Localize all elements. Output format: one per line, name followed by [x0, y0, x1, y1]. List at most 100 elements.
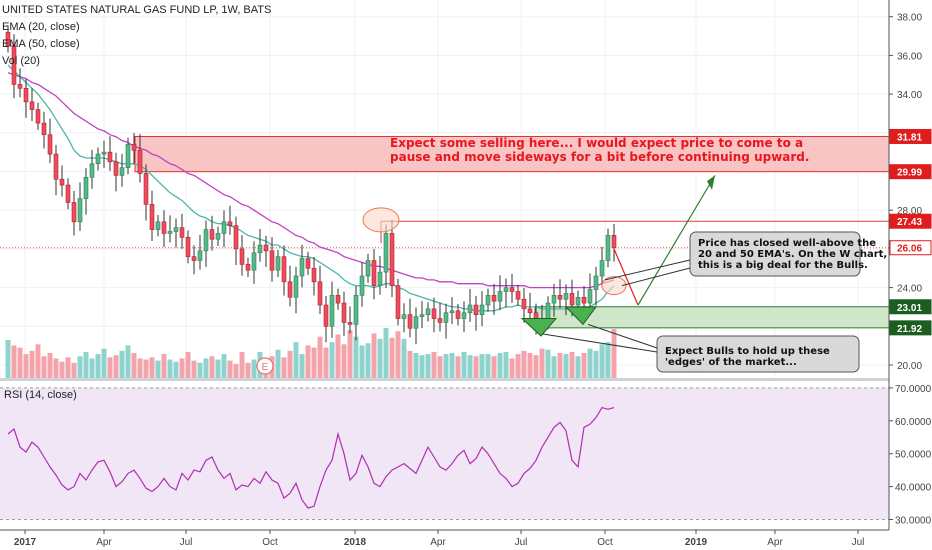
candle-body	[71, 202, 77, 223]
candle-body	[125, 144, 131, 168]
candle-body	[173, 227, 179, 232]
earnings-marker-label: E	[262, 362, 269, 373]
volume-bar	[305, 345, 311, 378]
candle-body	[527, 308, 533, 314]
volume-bar	[311, 347, 317, 378]
support-edge-triangle	[520, 318, 558, 337]
candle-body	[521, 298, 527, 310]
candle-body	[5, 31, 11, 47]
candle-body	[155, 221, 161, 230]
price-tick-label: 36.00	[897, 51, 922, 62]
price-tick-label: 38.00	[897, 13, 922, 24]
annotations: E	[256, 175, 861, 375]
closed-annotation-line2: 20 and 50 EMA's. On the W chart,	[698, 249, 888, 260]
candle-body	[137, 149, 143, 174]
rsi-band	[0, 387, 889, 520]
time-tick-label: Apr	[96, 537, 112, 548]
candle-body	[335, 295, 341, 304]
volume-bar	[215, 359, 221, 378]
volume-bar	[605, 342, 611, 378]
candle-body	[143, 173, 149, 205]
volume-bar	[377, 338, 383, 378]
candle-body	[197, 250, 203, 261]
candle-body	[611, 235, 617, 249]
volume-bar	[383, 328, 389, 378]
time-tick-label: Apr	[767, 537, 783, 548]
volume-bar	[203, 358, 209, 378]
price-label-text: 29.99	[897, 168, 922, 179]
volume-bar	[227, 360, 233, 378]
candle-body	[377, 271, 383, 286]
price-label-text: 21.92	[897, 324, 922, 335]
rsi-line	[7, 406, 615, 509]
time-tick-label: Apr	[430, 537, 446, 548]
candle-body	[227, 221, 233, 226]
candle-body	[359, 275, 365, 296]
time-tick-label: Jul	[852, 537, 865, 548]
volume-bar	[143, 359, 149, 378]
earnings-marker-circle	[256, 357, 274, 375]
volume-bar	[41, 356, 47, 378]
volume-bar	[539, 348, 545, 378]
ema-lines	[7, 64, 615, 312]
candle-body	[491, 295, 497, 302]
volume-bar	[581, 353, 587, 378]
candle-body	[317, 281, 323, 306]
volume-bar	[155, 360, 161, 378]
price-label-box	[889, 213, 932, 229]
candle-body	[341, 302, 347, 323]
bulls-annotation-line2: 'edges' of the market...	[665, 357, 797, 368]
volume-bar	[29, 350, 35, 378]
candle-body	[605, 235, 611, 261]
volume-bar	[485, 354, 491, 378]
candle-body	[551, 295, 557, 304]
time-tick-label: 2017	[14, 537, 37, 548]
bulls-callout-box	[656, 335, 860, 373]
volume-bar	[119, 350, 125, 378]
time-tick-label: 2019	[685, 537, 708, 548]
volume-bar	[563, 354, 569, 378]
bulls-callout-pointer	[587, 323, 658, 349]
volume-bar	[401, 338, 407, 378]
candle-body	[419, 314, 425, 317]
volume-bar	[179, 358, 185, 378]
volume-bar	[275, 349, 281, 378]
volume-bar	[191, 360, 197, 378]
price-label-text: 26.06	[897, 244, 922, 255]
candle-body	[269, 250, 275, 271]
candle-body	[569, 293, 575, 306]
candle-body	[251, 252, 257, 271]
time-tick-label: Jul	[515, 537, 528, 548]
volume-bar	[83, 351, 89, 378]
candle-body	[437, 318, 443, 323]
candle-body	[353, 295, 359, 325]
closed-callout-pointer	[604, 259, 691, 281]
candle-body	[311, 267, 317, 283]
volume-bar	[101, 348, 107, 378]
volume-bar	[35, 344, 41, 378]
candle-body	[329, 295, 335, 327]
closed-annotation-line1: Price has closed well-above the	[698, 238, 877, 249]
candle-body	[53, 153, 59, 180]
chart-title: UNITED STATES NATURAL GAS FUND LP, 1W, B…	[2, 4, 272, 16]
volume-bar	[413, 353, 419, 378]
volume-bar	[11, 345, 17, 378]
volume-bar	[149, 357, 155, 378]
selling-annotation-line2: pause and move sideways for a bit before…	[390, 150, 810, 164]
ema20-label: EMA (20, close)	[2, 21, 80, 33]
price-label-text: 23.01	[897, 303, 922, 314]
price-label-text: 31.81	[897, 132, 922, 143]
candle-body	[89, 163, 95, 178]
bulls-annotation-line1: Expect Bulls to hold up these	[665, 346, 830, 357]
candle-body	[515, 291, 521, 300]
volume-bar	[59, 361, 65, 378]
volume-bar	[197, 362, 203, 378]
candle-body	[509, 287, 515, 292]
rsi-tick-label: 30.0000	[895, 516, 932, 527]
candle-body	[449, 310, 455, 314]
time-tick-label: Oct	[262, 537, 278, 548]
candle-body	[203, 229, 209, 252]
candle-body	[161, 221, 167, 234]
